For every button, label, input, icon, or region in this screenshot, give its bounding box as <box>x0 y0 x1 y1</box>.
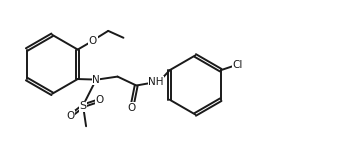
Text: N: N <box>92 75 100 85</box>
Text: O: O <box>66 111 74 121</box>
Text: O: O <box>89 36 97 46</box>
Text: O: O <box>96 95 104 105</box>
Text: NH: NH <box>148 77 164 87</box>
Text: Cl: Cl <box>233 60 243 70</box>
Text: O: O <box>127 102 135 113</box>
Text: S: S <box>79 101 87 111</box>
